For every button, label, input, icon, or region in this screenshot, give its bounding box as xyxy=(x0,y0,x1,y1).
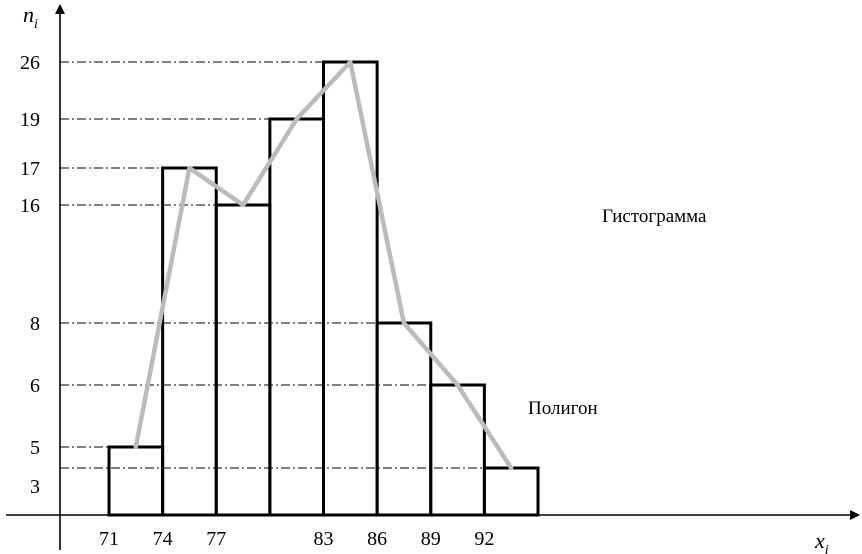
y-tick-label-26: 26 xyxy=(20,52,40,74)
y-tick-label-3: 3 xyxy=(30,476,40,498)
y-tick-label-17: 17 xyxy=(20,158,40,180)
reference-lines xyxy=(60,61,485,469)
histogram-bar-7 xyxy=(429,383,486,517)
y-axis-label: ni xyxy=(23,2,38,32)
y-tick-labels: 3 5 6 8 16 17 19 26 xyxy=(20,52,40,498)
x-tick-label-71: 71 xyxy=(99,528,119,550)
x-axis-label: xi xyxy=(814,528,829,554)
x-tick-label-89: 89 xyxy=(421,528,441,550)
histogram-bar-5 xyxy=(322,60,379,517)
y-tick-label-6: 6 xyxy=(30,375,40,397)
x-tick-labels: 71 74 77 83 86 89 92 xyxy=(99,528,494,550)
y-tick-label-19: 19 xyxy=(20,109,40,131)
histogram-bar-2 xyxy=(161,166,218,517)
histogram-bar-6 xyxy=(375,321,433,517)
x-tick-label-74: 74 xyxy=(153,528,173,550)
histogram-bars xyxy=(107,60,540,517)
histogram-annotation: Гистограмма xyxy=(602,206,707,227)
x-tick-label-77: 77 xyxy=(206,528,226,550)
x-tick-label-92: 92 xyxy=(474,528,494,550)
frequency-polygon xyxy=(133,59,514,471)
x-tick-label-86: 86 xyxy=(367,528,387,550)
polygon-line xyxy=(133,59,514,471)
y-tick-label-5: 5 xyxy=(30,437,40,459)
histogram-bar-1 xyxy=(107,445,165,517)
x-tick-label-83: 83 xyxy=(314,528,334,550)
histogram-bar-4 xyxy=(268,117,325,517)
histogram-bar-8 xyxy=(482,466,540,517)
y-tick-label-16: 16 xyxy=(20,195,40,217)
polygon-annotation: Полигон xyxy=(528,398,598,419)
y-tick-label-8: 8 xyxy=(30,313,40,335)
